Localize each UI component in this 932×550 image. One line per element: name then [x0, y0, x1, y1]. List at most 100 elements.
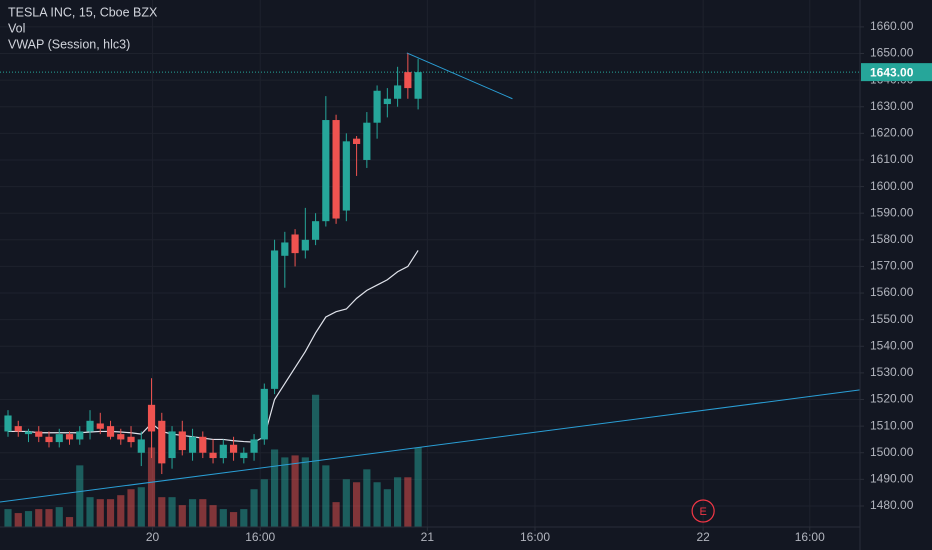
volume-bar — [14, 513, 22, 527]
volume-bar — [209, 505, 217, 527]
x-tick-label: 22 — [696, 530, 710, 544]
volume-bar — [281, 457, 289, 527]
indicator-label: VWAP (Session, hlc3) — [8, 37, 130, 51]
candle-body — [24, 431, 33, 435]
volume-bar — [301, 457, 309, 527]
candle-body — [209, 452, 217, 459]
volume-bar — [199, 499, 207, 527]
volume-bar — [332, 502, 340, 527]
candle-body — [229, 444, 238, 453]
chart-title: TESLA INC, 15, Cboe BZX — [8, 5, 158, 19]
volume-bar — [270, 449, 279, 527]
volume-bar — [158, 497, 166, 527]
candle-body — [76, 431, 84, 440]
candle-body — [178, 431, 186, 451]
candle-body — [342, 141, 350, 211]
volume-bar — [250, 489, 258, 527]
candle-body — [332, 120, 340, 219]
x-tick-label: 21 — [421, 530, 435, 544]
volume-bar — [373, 482, 381, 527]
y-tick-label: 1620.00 — [870, 126, 914, 140]
candle-body — [4, 415, 12, 432]
candle-body — [394, 85, 402, 99]
volume-bar — [65, 517, 74, 527]
candle-body — [270, 250, 279, 389]
volume-bar — [353, 482, 361, 527]
y-tick-label: 1590.00 — [870, 205, 914, 219]
volume-bar — [137, 487, 145, 527]
earnings-marker — [691, 499, 715, 523]
candle-body — [363, 122, 371, 160]
y-tick-label: 1660.00 — [870, 19, 914, 33]
volume-bar — [35, 509, 43, 527]
earnings-label: E — [699, 506, 706, 518]
volume-bar — [219, 509, 227, 527]
candle-body — [45, 436, 53, 443]
candle-body — [414, 72, 422, 99]
x-tick-label: 16:00 — [245, 530, 275, 544]
volume-bar — [394, 477, 402, 527]
candle-body — [353, 138, 361, 144]
candle-body — [322, 120, 330, 222]
volume-bar — [76, 465, 84, 527]
candle-body — [188, 436, 197, 453]
candle-body — [55, 434, 63, 443]
candle-body — [301, 239, 309, 251]
volume-bar — [188, 499, 197, 527]
indicator-label: Vol — [8, 21, 25, 35]
candle-body — [291, 234, 299, 254]
y-tick-label: 1630.00 — [870, 99, 914, 113]
volume-bar — [404, 477, 412, 527]
x-tick-label: 16:00 — [795, 530, 825, 544]
volume-bar — [363, 469, 371, 527]
candle-body — [137, 439, 145, 453]
candle-body — [250, 439, 258, 453]
y-tick-label: 1480.00 — [870, 498, 914, 512]
volume-bar — [127, 489, 135, 527]
volume-bar — [229, 512, 238, 527]
candle-body — [117, 434, 125, 440]
y-tick-label: 1560.00 — [870, 285, 914, 299]
candle-body — [219, 444, 227, 459]
y-tick-label: 1550.00 — [870, 312, 914, 326]
y-tick-label: 1540.00 — [870, 338, 914, 352]
y-tick-label: 1580.00 — [870, 232, 914, 246]
trendline — [0, 389, 861, 503]
candle-body — [158, 420, 166, 464]
candle-body — [96, 423, 104, 429]
volume-bar — [260, 479, 268, 527]
candle-body — [86, 420, 94, 432]
y-tick-label: 1510.00 — [870, 418, 914, 432]
volume-bar — [342, 479, 350, 527]
volume-bar — [4, 509, 12, 527]
volume-bar — [117, 495, 125, 527]
volume-bar — [106, 499, 115, 527]
volume-bar — [24, 511, 33, 527]
volume-bar — [55, 507, 63, 527]
candle-body — [260, 388, 268, 440]
x-tick-label: 20 — [146, 530, 160, 544]
y-tick-label: 1570.00 — [870, 259, 914, 273]
candle-body — [106, 426, 115, 437]
y-tick-label: 1650.00 — [870, 46, 914, 60]
volume-bar — [96, 499, 104, 527]
trendline — [406, 52, 513, 100]
volume-bar — [383, 489, 391, 527]
y-tick-label: 1520.00 — [870, 392, 914, 406]
candle-body — [383, 98, 391, 105]
candle-body — [199, 436, 207, 453]
y-tick-label: 1490.00 — [870, 472, 914, 486]
candle-body — [35, 431, 43, 437]
x-tick-label: 16:00 — [520, 530, 550, 544]
candle-body — [14, 426, 22, 432]
volume-bar — [291, 455, 299, 527]
y-tick-label: 1610.00 — [870, 152, 914, 166]
candle-body — [127, 436, 135, 443]
volume-bar — [178, 505, 186, 527]
volume-bar — [414, 447, 422, 527]
y-tick-label: 1500.00 — [870, 445, 914, 459]
candle-body — [147, 404, 156, 432]
candle-body — [373, 90, 381, 123]
